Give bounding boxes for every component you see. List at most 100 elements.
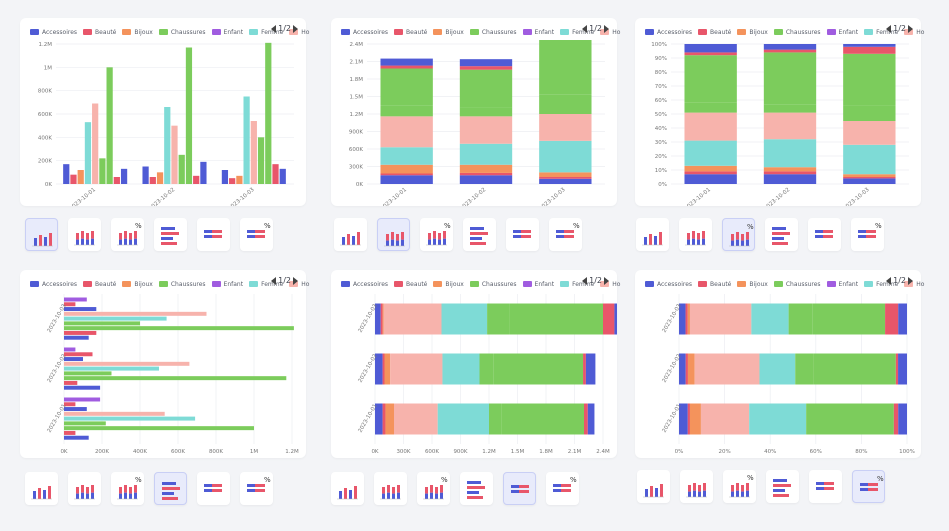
bar-segment[interactable] — [380, 147, 433, 165]
bar[interactable] — [64, 376, 287, 381]
bar[interactable] — [229, 178, 236, 184]
bar-segment[interactable] — [843, 44, 896, 47]
bar-segment[interactable] — [821, 403, 894, 435]
bar[interactable] — [272, 164, 279, 184]
bar-segment[interactable] — [843, 46, 896, 54]
legend-item[interactable]: Chaussures — [773, 281, 821, 288]
bar-segment[interactable] — [585, 353, 596, 385]
bar-segment[interactable] — [459, 107, 513, 117]
bar[interactable] — [70, 174, 77, 184]
bar-segment[interactable] — [380, 65, 433, 69]
bar-segment[interactable] — [441, 303, 488, 335]
bar-segment[interactable] — [843, 174, 896, 177]
legend-item[interactable]: Beauté — [83, 281, 116, 288]
bar-segment[interactable] — [759, 353, 796, 385]
legend-item[interactable]: Bijoux — [122, 281, 153, 288]
bar-segment[interactable] — [898, 403, 907, 435]
bar[interactable] — [64, 321, 140, 326]
bar[interactable] — [64, 407, 87, 412]
bar-segment[interactable] — [684, 171, 737, 175]
bar-segment[interactable] — [843, 178, 896, 184]
bar[interactable] — [63, 164, 70, 184]
chart-type-option-percent-column[interactable]: % — [723, 470, 756, 503]
bar-segment[interactable] — [679, 353, 686, 385]
bar-segment[interactable] — [763, 49, 817, 53]
chart-type-option-percent-bar[interactable]: % — [851, 218, 884, 251]
bar[interactable] — [178, 154, 185, 184]
legend-item[interactable]: Accessoires — [645, 281, 692, 288]
prev-page-icon[interactable] — [271, 276, 277, 285]
bar-segment[interactable] — [885, 303, 899, 335]
bar-segment[interactable] — [812, 303, 886, 335]
legend-item[interactable]: Beauté — [394, 281, 427, 288]
bar-segment[interactable] — [539, 140, 592, 173]
chart-type-option-grouped-column[interactable] — [25, 218, 58, 251]
bar[interactable] — [142, 166, 149, 185]
chart-type-option-stacked-bar[interactable] — [197, 472, 230, 505]
legend-item[interactable]: Beauté — [83, 29, 116, 36]
bar[interactable] — [64, 385, 101, 390]
bar-segment[interactable] — [459, 66, 513, 70]
bar-segment[interactable] — [383, 303, 442, 335]
bar-segment[interactable] — [843, 53, 896, 106]
bar[interactable] — [64, 347, 76, 352]
bar[interactable] — [257, 137, 265, 184]
chart-type-option-percent-bar[interactable]: % — [852, 470, 885, 503]
chart-type-option-percent-bar[interactable]: % — [546, 472, 579, 505]
bar-segment[interactable] — [679, 303, 686, 335]
bar[interactable] — [64, 307, 97, 312]
bar-segment[interactable] — [380, 68, 433, 106]
chart-type-option-stacked-column[interactable] — [679, 218, 712, 251]
legend-item[interactable]: Bijoux — [433, 29, 464, 36]
chart-type-option-grouped-bar[interactable] — [154, 218, 187, 251]
bar-segment[interactable] — [687, 403, 690, 435]
bar-segment[interactable] — [539, 178, 592, 184]
bar-segment[interactable] — [380, 105, 433, 117]
chart-type-option-grouped-column[interactable] — [25, 472, 58, 505]
bar[interactable] — [64, 357, 83, 362]
chart-type-option-stacked-bar[interactable] — [197, 218, 230, 251]
bar-segment[interactable] — [375, 353, 383, 385]
chart-type-option-percent-column[interactable]: % — [420, 218, 453, 251]
bar[interactable] — [64, 421, 106, 426]
bar-segment[interactable] — [539, 40, 592, 95]
bar-segment[interactable] — [684, 174, 737, 184]
bar-segment[interactable] — [763, 52, 817, 105]
legend-item[interactable]: Enfant — [826, 29, 858, 36]
bar-segment[interactable] — [689, 303, 752, 335]
bar-segment[interactable] — [749, 403, 807, 435]
chart-type-option-percent-bar[interactable]: % — [549, 218, 582, 251]
bar-segment[interactable] — [603, 303, 615, 335]
bar[interactable] — [64, 302, 76, 307]
bar-segment[interactable] — [459, 143, 513, 165]
bar[interactable] — [64, 297, 87, 302]
bar[interactable] — [84, 122, 92, 184]
bar-segment[interactable] — [843, 105, 896, 121]
bar-segment[interactable] — [893, 403, 899, 435]
legend-item[interactable]: Chaussures — [469, 281, 517, 288]
bar-segment[interactable] — [700, 403, 750, 435]
bar-segment[interactable] — [380, 303, 383, 335]
legend-item[interactable]: Bijoux — [433, 281, 464, 288]
bar-segment[interactable] — [679, 403, 688, 435]
bar[interactable] — [64, 411, 165, 416]
bar[interactable] — [64, 371, 112, 376]
bar-segment[interactable] — [763, 139, 817, 168]
bar-segment[interactable] — [390, 353, 443, 385]
bar[interactable] — [156, 172, 164, 184]
bar-segment[interactable] — [685, 303, 688, 335]
bar-segment[interactable] — [763, 174, 817, 184]
bar-segment[interactable] — [684, 55, 737, 103]
chart-type-option-stacked-column[interactable] — [68, 218, 101, 251]
bar-segment[interactable] — [806, 403, 822, 435]
bar-segment[interactable] — [539, 177, 592, 179]
legend-item[interactable]: Chaussures — [773, 29, 821, 36]
chart-type-option-grouped-bar[interactable] — [463, 218, 496, 251]
bar-segment[interactable] — [509, 303, 603, 335]
bar-segment[interactable] — [380, 175, 433, 184]
bar-segment[interactable] — [843, 177, 896, 179]
bar-segment[interactable] — [382, 353, 385, 385]
chart-type-option-grouped-bar[interactable] — [765, 218, 798, 251]
legend-item[interactable]: Accessoires — [30, 281, 77, 288]
bar[interactable] — [64, 435, 89, 440]
